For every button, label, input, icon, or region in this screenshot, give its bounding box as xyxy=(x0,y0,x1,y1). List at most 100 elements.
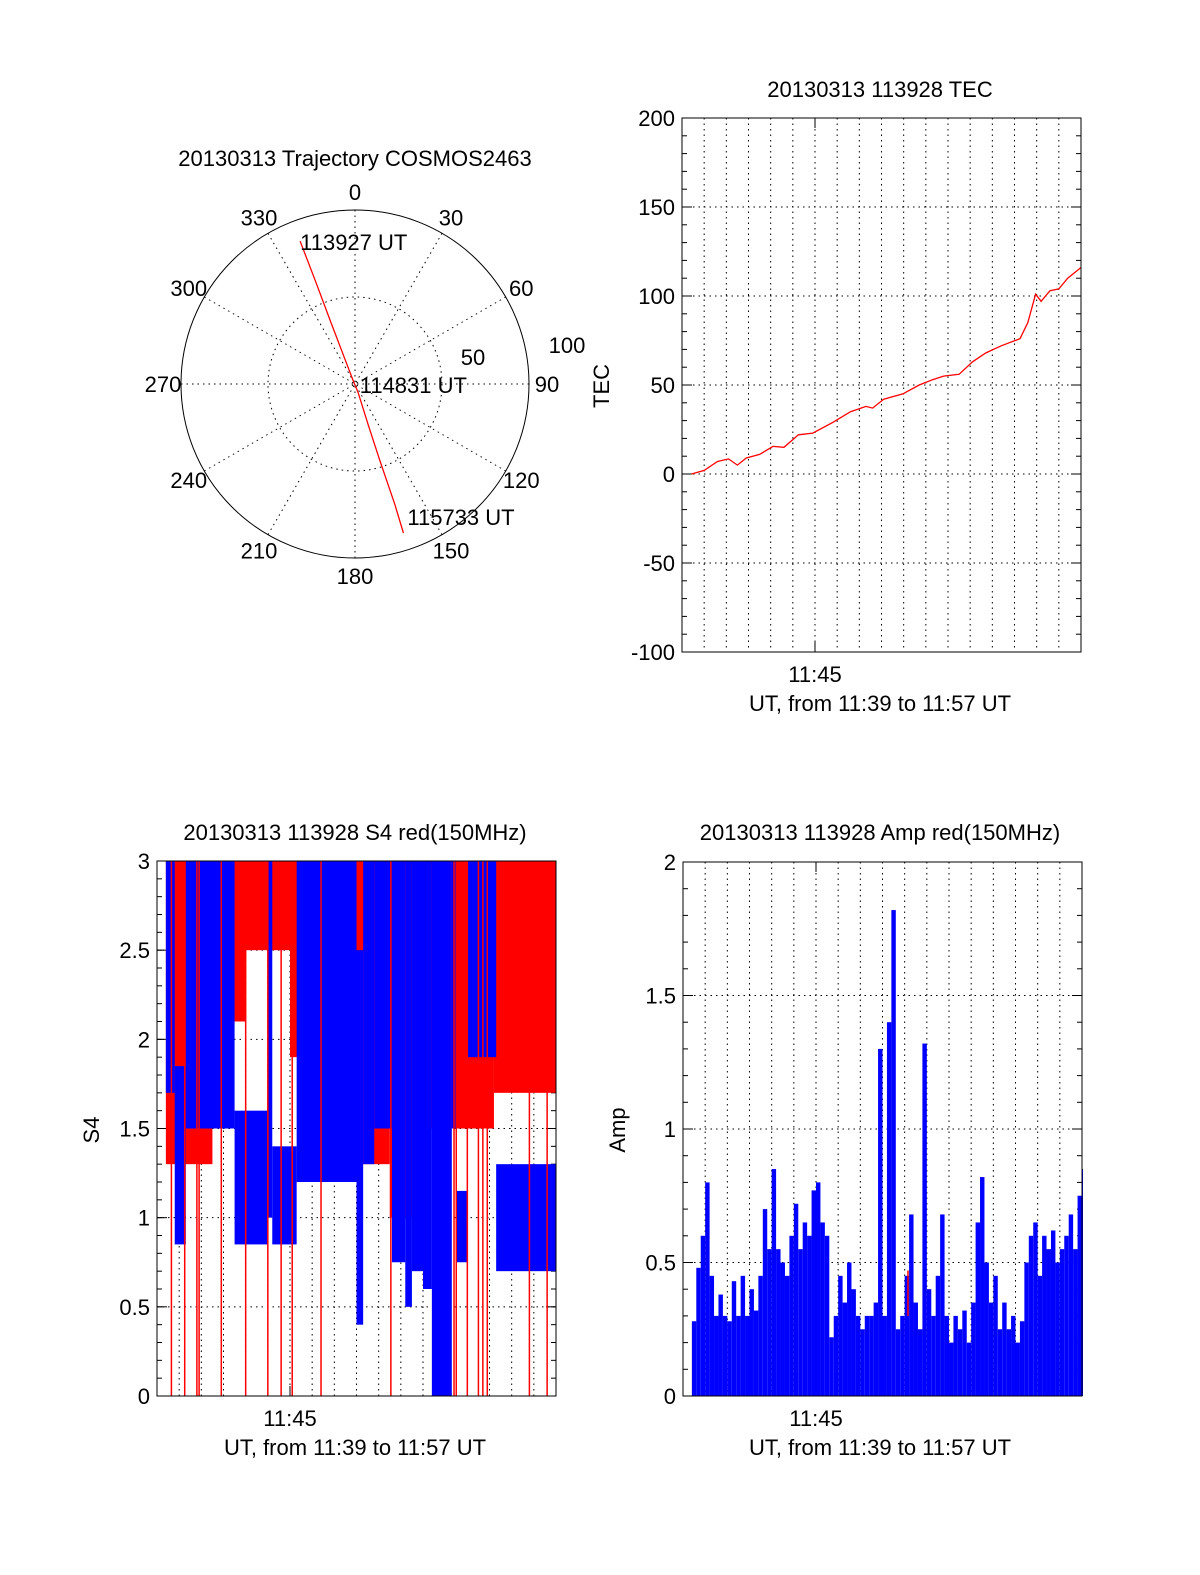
amp-bar xyxy=(984,1262,989,1396)
amp-bar xyxy=(869,1315,874,1396)
amp-bar xyxy=(891,910,896,1396)
amp-bar xyxy=(771,1169,777,1396)
y-tick-label: 50 xyxy=(651,373,675,398)
s4-blue-range-bar xyxy=(431,861,452,1396)
polar-inner-ring xyxy=(267,296,443,472)
polar-radial-label: 50 xyxy=(461,345,485,370)
plot-frame xyxy=(681,117,1082,653)
amp-bar xyxy=(855,1315,861,1396)
amp-bar xyxy=(860,1329,865,1396)
amp-bar xyxy=(749,1289,754,1396)
s4-blue-range-bar xyxy=(456,1190,468,1263)
polar-angle-label: 90 xyxy=(535,372,559,397)
s4-red-range-bar xyxy=(493,861,556,1093)
amp-bar xyxy=(767,1249,772,1396)
amp-bar xyxy=(949,1342,954,1396)
amp-bar xyxy=(833,1315,839,1396)
amp-bar xyxy=(966,1342,972,1396)
amp-bar xyxy=(1002,1302,1007,1396)
plot-frame xyxy=(682,861,1083,1397)
amp-bar xyxy=(922,1043,927,1396)
amp-bar xyxy=(718,1294,723,1396)
amp-bar xyxy=(1037,1275,1043,1396)
s4-blue-range-bar xyxy=(272,1146,297,1245)
amp-bar xyxy=(780,1262,785,1396)
amp-bar xyxy=(722,1315,728,1396)
s4-blue-range-bar xyxy=(165,861,175,1093)
y-tick-label: 1.5 xyxy=(119,1117,150,1142)
amp-bar xyxy=(1028,1235,1034,1396)
s4-y-label: S4 xyxy=(79,1117,104,1144)
amp-bar xyxy=(807,1235,812,1396)
s4-blue-range-bar xyxy=(267,861,273,1218)
amp-bar xyxy=(935,1275,941,1396)
amp-bar xyxy=(980,1177,985,1396)
amp-plot: 20130313 113928 Amp red(150MHz) Amp UT, … xyxy=(605,820,1083,1460)
trajectory-time-label: 115733 UT xyxy=(407,505,514,530)
amp-bar xyxy=(820,1222,825,1396)
amp-bar xyxy=(864,1315,870,1396)
s4-blue-range-bar xyxy=(405,861,412,1307)
amp-bar xyxy=(1077,1195,1082,1396)
amp-y-label: Amp xyxy=(605,1107,630,1152)
amp-bar xyxy=(904,1275,910,1396)
y-tick-label: 100 xyxy=(638,284,675,309)
amp-bar xyxy=(993,1275,998,1396)
amp-bar xyxy=(838,1275,843,1396)
tec-title: 20130313 113928 TEC xyxy=(767,77,993,102)
amp-bar xyxy=(802,1222,808,1396)
amp-bar xyxy=(909,1214,914,1396)
polar-title: 20130313 Trajectory COSMOS2463 xyxy=(178,146,531,171)
s4-red-range-bar xyxy=(290,861,302,1058)
amp-bar xyxy=(1006,1329,1012,1396)
amp-bar xyxy=(900,1315,905,1396)
amp-bar xyxy=(1050,1230,1056,1396)
amp-bar xyxy=(700,1235,706,1396)
amp-bar xyxy=(975,1222,981,1396)
y-tick-label: 1 xyxy=(664,1117,676,1142)
amp-bar xyxy=(895,1329,901,1396)
amp-bar xyxy=(1059,1249,1065,1396)
y-tick-label: 200 xyxy=(638,106,675,131)
s4-blue-range-bar xyxy=(374,861,392,1129)
polar-angle-label: 150 xyxy=(433,538,470,563)
s4-blue-range-bar xyxy=(234,1110,268,1245)
s4-blue-range-bar xyxy=(391,861,406,1263)
amp-bar xyxy=(798,1249,803,1396)
s4-blue-range-bar xyxy=(423,861,432,1289)
amp-bar xyxy=(944,1315,949,1396)
amp-bar xyxy=(940,1214,945,1396)
s4-blue-range-bar xyxy=(411,861,423,1272)
amp-bar xyxy=(727,1321,732,1396)
amp-bar xyxy=(793,1203,799,1396)
tec-y-label: TEC xyxy=(589,364,614,408)
y-tick-label: -100 xyxy=(631,640,675,665)
y-tick-label: 150 xyxy=(638,195,675,220)
amp-bar xyxy=(811,1190,816,1396)
y-tick-label: 0 xyxy=(663,462,675,487)
y-tick-label: 1.5 xyxy=(645,984,676,1009)
polar-angle-label: 270 xyxy=(145,372,182,397)
amp-bar xyxy=(962,1310,967,1396)
s4-blue-range-bar xyxy=(496,1164,556,1272)
trajectory-line xyxy=(299,240,405,534)
amp-bar xyxy=(829,1337,834,1396)
y-tick-label: 0 xyxy=(138,1384,150,1409)
amp-bar xyxy=(753,1310,759,1396)
amp-bar xyxy=(709,1275,715,1396)
polar-angle-label: 30 xyxy=(439,206,463,231)
amp-bar xyxy=(931,1315,936,1396)
amp-bar xyxy=(691,1321,697,1396)
polar-outer-ring xyxy=(180,209,530,559)
y-tick-label: 3 xyxy=(138,849,150,874)
amp-bar xyxy=(1055,1262,1060,1396)
amp-bar xyxy=(1011,1315,1016,1396)
polar-angle-label: 60 xyxy=(509,276,533,301)
amp-bar xyxy=(953,1315,958,1396)
amp-bar xyxy=(971,1302,976,1396)
amp-bar xyxy=(886,1022,892,1396)
amp-title: 20130313 113928 Amp red(150MHz) xyxy=(700,820,1060,845)
s4-title: 20130313 113928 S4 red(150MHz) xyxy=(183,820,526,845)
amp-bar xyxy=(740,1275,746,1396)
polar-angle-label: 240 xyxy=(170,468,207,493)
